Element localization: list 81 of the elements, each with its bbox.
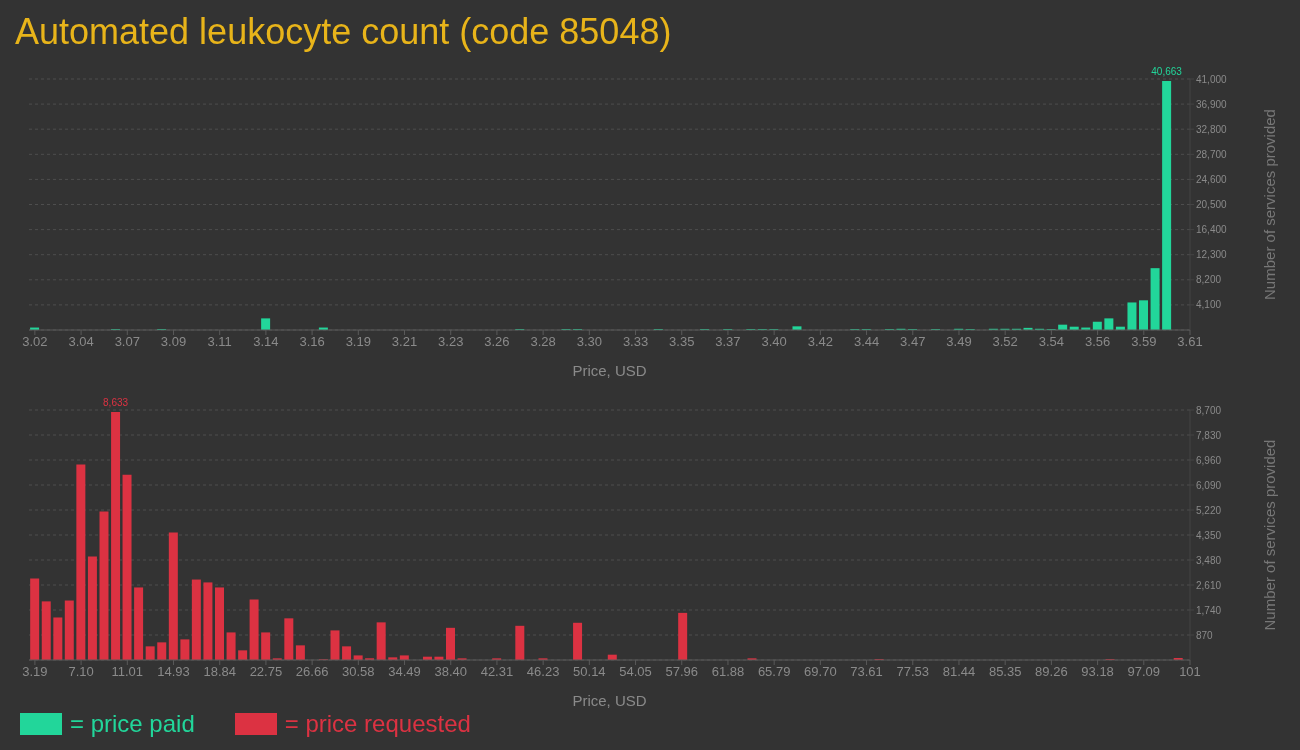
y-tick-label: 4,100: [1196, 299, 1222, 311]
x-tick-label: 69.70: [804, 664, 837, 680]
x-tick-label: 3.16: [299, 334, 325, 350]
x-tick-label: 38.40: [434, 664, 468, 680]
x-tick-label: 3.21: [391, 334, 418, 350]
x-tick-label: 3.52: [992, 334, 1018, 350]
y-tick-label: 6,960: [1196, 454, 1222, 466]
x-tick-label: 50.14: [573, 664, 606, 680]
x-tick-label: 3.59: [1131, 334, 1157, 350]
x-tick-label: 14.93: [157, 664, 190, 680]
y-tick-label: 870: [1196, 629, 1214, 641]
x-tick-label: 3.11: [207, 334, 232, 350]
data-label: 40,663: [1151, 66, 1183, 78]
x-tick-label: 3.33: [622, 334, 649, 350]
x-tick-label: 61.88: [711, 664, 745, 680]
x-tick-label: 3.19: [345, 334, 371, 350]
y-tick-label: 8,200: [1196, 274, 1222, 286]
x-tick-label: 3.19: [22, 664, 48, 680]
y-tick-label: 6,090: [1196, 479, 1222, 491]
x-tick-label: 3.49: [946, 334, 972, 350]
x-tick-label: 85.35: [988, 664, 1022, 680]
x-tick-label: 18.84: [203, 664, 236, 680]
x-tick-label: 3.37: [715, 334, 741, 350]
x-tick-label: 97.09: [1127, 664, 1161, 680]
y-tick-label: 8,700: [1196, 404, 1222, 416]
y-tick-label: 4,350: [1196, 529, 1222, 541]
x-tick-label: 7.10: [68, 664, 94, 680]
x-tick-label: 22.75: [249, 664, 283, 680]
x-tick-label: 73.61: [850, 664, 883, 680]
x-tick-label: 3.28: [530, 334, 556, 350]
data-label: 8,633: [103, 396, 129, 408]
x-tick-label: 3.54: [1038, 334, 1065, 350]
x-tick-label: 3.44: [853, 334, 880, 350]
x-tick-label: 3.14: [253, 334, 279, 350]
chart-title: Automated leukocyte count (code 85048): [14, 10, 673, 54]
x-tick-label: 46.23: [526, 664, 560, 680]
legend-label: = price paid: [70, 710, 195, 738]
x-tick-label: 89.26: [1035, 664, 1068, 680]
x-tick-label: 81.44: [942, 664, 976, 680]
y-tick-label: 7,830: [1196, 429, 1222, 441]
y-tick-label: 36,900: [1196, 98, 1228, 110]
y-tick-label: 2,610: [1196, 579, 1222, 591]
x-tick-label: 3.40: [761, 334, 787, 350]
y-tick-label: 3,480: [1196, 554, 1222, 566]
x-tick-label: 42.31: [480, 664, 514, 680]
x-tick-label: 3.42: [807, 334, 834, 350]
x-tick-label: 3.30: [576, 334, 602, 350]
y-tick-label: 12,300: [1196, 249, 1228, 261]
x-tick-label: 93.18: [1081, 664, 1114, 680]
y-tick-label: 5,220: [1196, 504, 1222, 516]
x-tick-label: 77.53: [896, 664, 930, 680]
legend-label: = price requested: [284, 710, 471, 738]
x-tick-label: 34.49: [388, 664, 421, 680]
x-tick-label: 3.61: [1177, 334, 1203, 350]
y-tick-label: 41,000: [1196, 73, 1228, 85]
x-tick-label: 101: [1179, 664, 1201, 680]
x-tick-label: 3.47: [900, 334, 926, 350]
y-axis-title: Number of services provided: [1261, 439, 1279, 631]
y-tick-label: 16,400: [1196, 224, 1228, 236]
y-tick-label: 28,700: [1196, 148, 1228, 160]
x-tick-label: 3.07: [114, 334, 140, 350]
x-axis-title: Price, USD: [572, 692, 647, 709]
x-tick-label: 3.35: [669, 334, 695, 350]
x-axis-title: Price, USD: [572, 362, 647, 379]
x-tick-label: 3.23: [438, 334, 464, 350]
x-tick-label: 57.96: [665, 664, 699, 680]
x-tick-label: 3.26: [484, 334, 510, 350]
x-tick-label: 3.04: [68, 334, 94, 350]
y-tick-label: 20,500: [1196, 199, 1228, 211]
y-tick-label: 24,600: [1196, 173, 1228, 185]
y-tick-label: 32,800: [1196, 123, 1228, 135]
x-tick-label: 30.58: [342, 664, 375, 680]
x-tick-label: 11.01: [111, 664, 144, 680]
x-tick-label: 65.79: [757, 664, 791, 680]
x-tick-label: 54.05: [619, 664, 652, 680]
y-tick-label: 1,740: [1196, 604, 1222, 616]
x-tick-label: 26.66: [295, 664, 329, 680]
x-tick-label: 3.02: [22, 334, 48, 350]
x-tick-label: 3.56: [1084, 334, 1111, 350]
y-axis-title: Number of services provided: [1261, 109, 1279, 300]
x-tick-label: 3.09: [160, 334, 187, 350]
